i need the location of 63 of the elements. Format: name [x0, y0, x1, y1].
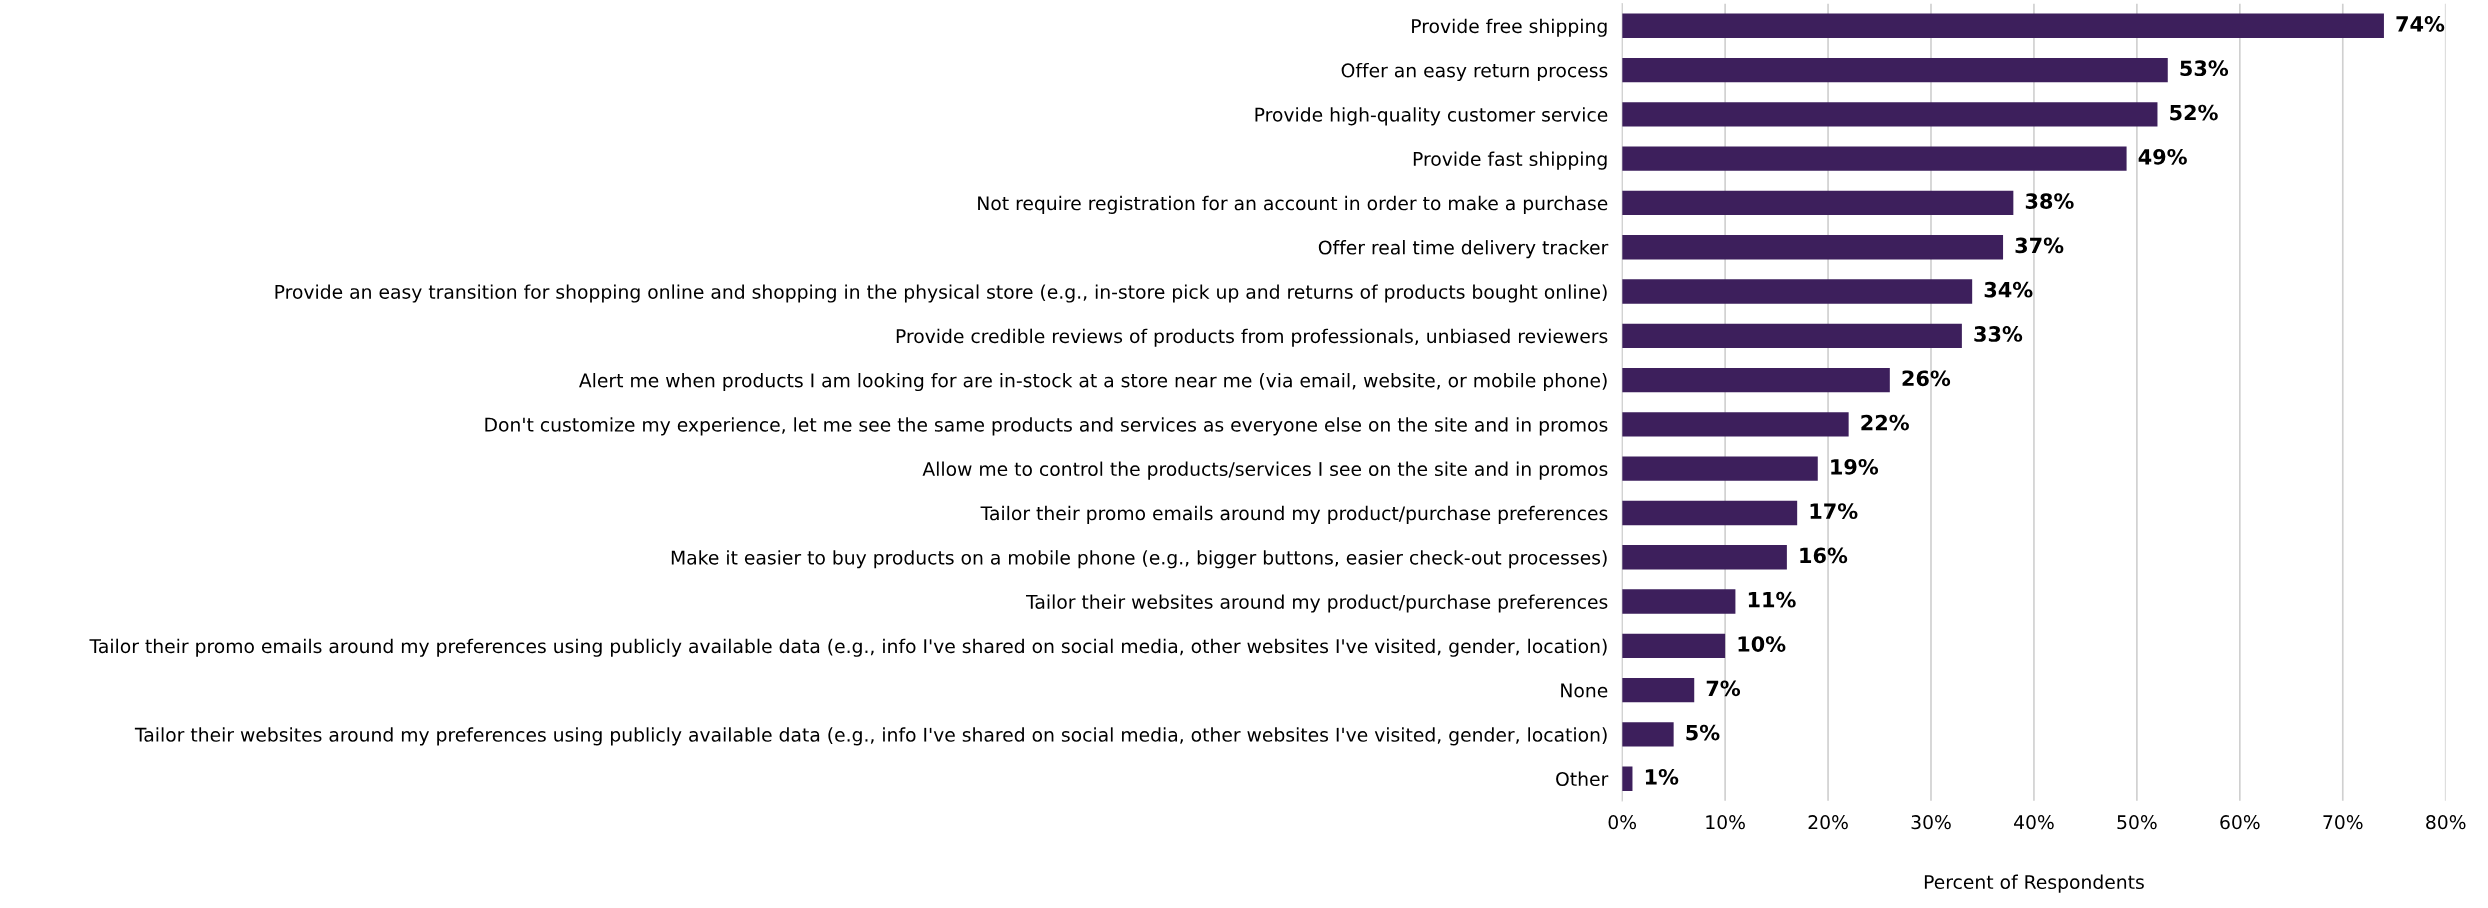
- y-tick-label: Provide high-quality customer service: [1255, 107, 1608, 126]
- bar: [1622, 367, 1890, 393]
- y-tick-label: Tailor their promo emails around my product/purchase preferences: [980, 505, 1608, 524]
- y-tick-label: Provide fast shipping: [1413, 151, 1607, 170]
- y-tick-label: Provide credible reviews of products from professionals, unbiased reviewers: [896, 328, 1608, 347]
- data-label: 49%: [2138, 148, 2187, 165]
- y-tick-label: Offer an easy return process: [1341, 62, 1608, 82]
- bar: [1622, 633, 1726, 659]
- y-tick-label: Provide free shipping: [1412, 18, 1607, 37]
- data-label: 17%: [1810, 503, 1858, 520]
- x-tick-label: 80%: [2426, 815, 2466, 830]
- bar: [1622, 412, 1849, 437]
- y-tick-label: Tailor their websites around my preferences using publicly available data (e.g., info I've shared on social media, other websites I've visited, gender, location): [134, 727, 1607, 746]
- bar: [1622, 102, 2158, 127]
- bar: [1622, 500, 1798, 526]
- bar: [1622, 677, 1695, 703]
- bar: [1622, 279, 1973, 304]
- data-label: 10%: [1738, 636, 1786, 652]
- y-tick-label: Don't customize my experience, let me see the same products and services as everyone else on the site and in promos: [485, 417, 1608, 436]
- y-tick-label: None: [1561, 683, 1608, 698]
- data-label: 26%: [1902, 370, 1951, 387]
- bar: [1622, 146, 2127, 171]
- y-tick-label: Tailor their websites around my product/purchase preferences: [1025, 594, 1608, 613]
- data-label: 33%: [1974, 326, 2023, 342]
- bar: [1622, 57, 2168, 83]
- data-label: 53%: [2180, 60, 2229, 77]
- y-tick-label: Make it easier to buy products on a mobile phone (e.g., bigger buttons, easier check-out processes): [671, 550, 1607, 569]
- x-tick-label: 20%: [1808, 815, 1848, 830]
- data-label: 74%: [2396, 16, 2445, 32]
- x-tick-label: 40%: [2014, 815, 2054, 830]
- bar: [1622, 235, 2004, 260]
- x-tick-label: 10%: [1706, 815, 1745, 830]
- bar: [1622, 722, 1674, 747]
- y-tick-label: Tailor their promo emails around my preferences using publicly available data (e.g., info I've shared on social media, other websites I've visited, gender, location): [89, 638, 1607, 657]
- bar: [1622, 456, 1818, 481]
- data-label: 16%: [1800, 547, 1848, 564]
- x-tick-label: 50%: [2117, 815, 2157, 830]
- data-label: 22%: [1861, 414, 1909, 431]
- data-label: 38%: [2025, 193, 2074, 209]
- y-tick-label: Offer real time delivery tracker: [1318, 240, 1609, 259]
- y-tick-label: Other: [1556, 771, 1609, 787]
- data-label: 1%: [1645, 769, 1679, 785]
- bar: [1622, 13, 2384, 38]
- x-tick-label: 30%: [1911, 815, 1951, 830]
- data-label: 19%: [1831, 458, 1879, 475]
- data-label: 34%: [1984, 281, 2033, 298]
- data-label: 5%: [1686, 724, 1720, 741]
- data-label: 7%: [1706, 680, 1741, 697]
- data-label: 37%: [2015, 237, 2064, 254]
- bar: [1622, 190, 2014, 216]
- x-axis-title: Percent of Respondents: [1924, 874, 2144, 893]
- y-tick-label: Not require registration for an account in order to make a purchase: [978, 195, 1608, 214]
- x-tick-label: 0%: [1608, 815, 1637, 830]
- bar: [1622, 323, 1962, 348]
- bar: [1622, 589, 1736, 614]
- x-tick-label: 60%: [2220, 815, 2260, 830]
- x-tick-label: 70%: [2323, 815, 2363, 830]
- data-label: 52%: [2170, 104, 2218, 121]
- y-tick-label: Alert me when products I am looking for are in-stock at a store near me (via email, website, or mobile phone): [579, 372, 1607, 392]
- y-tick-label: Provide an easy transition for shopping online and shopping in the physical store (e.g., in-store pick up and returns of products bought online): [275, 284, 1607, 303]
- y-tick-label: Allow me to control the products/services I see on the site and in promos: [922, 461, 1608, 480]
- bar: [1622, 545, 1787, 570]
- data-label: 11%: [1748, 591, 1796, 608]
